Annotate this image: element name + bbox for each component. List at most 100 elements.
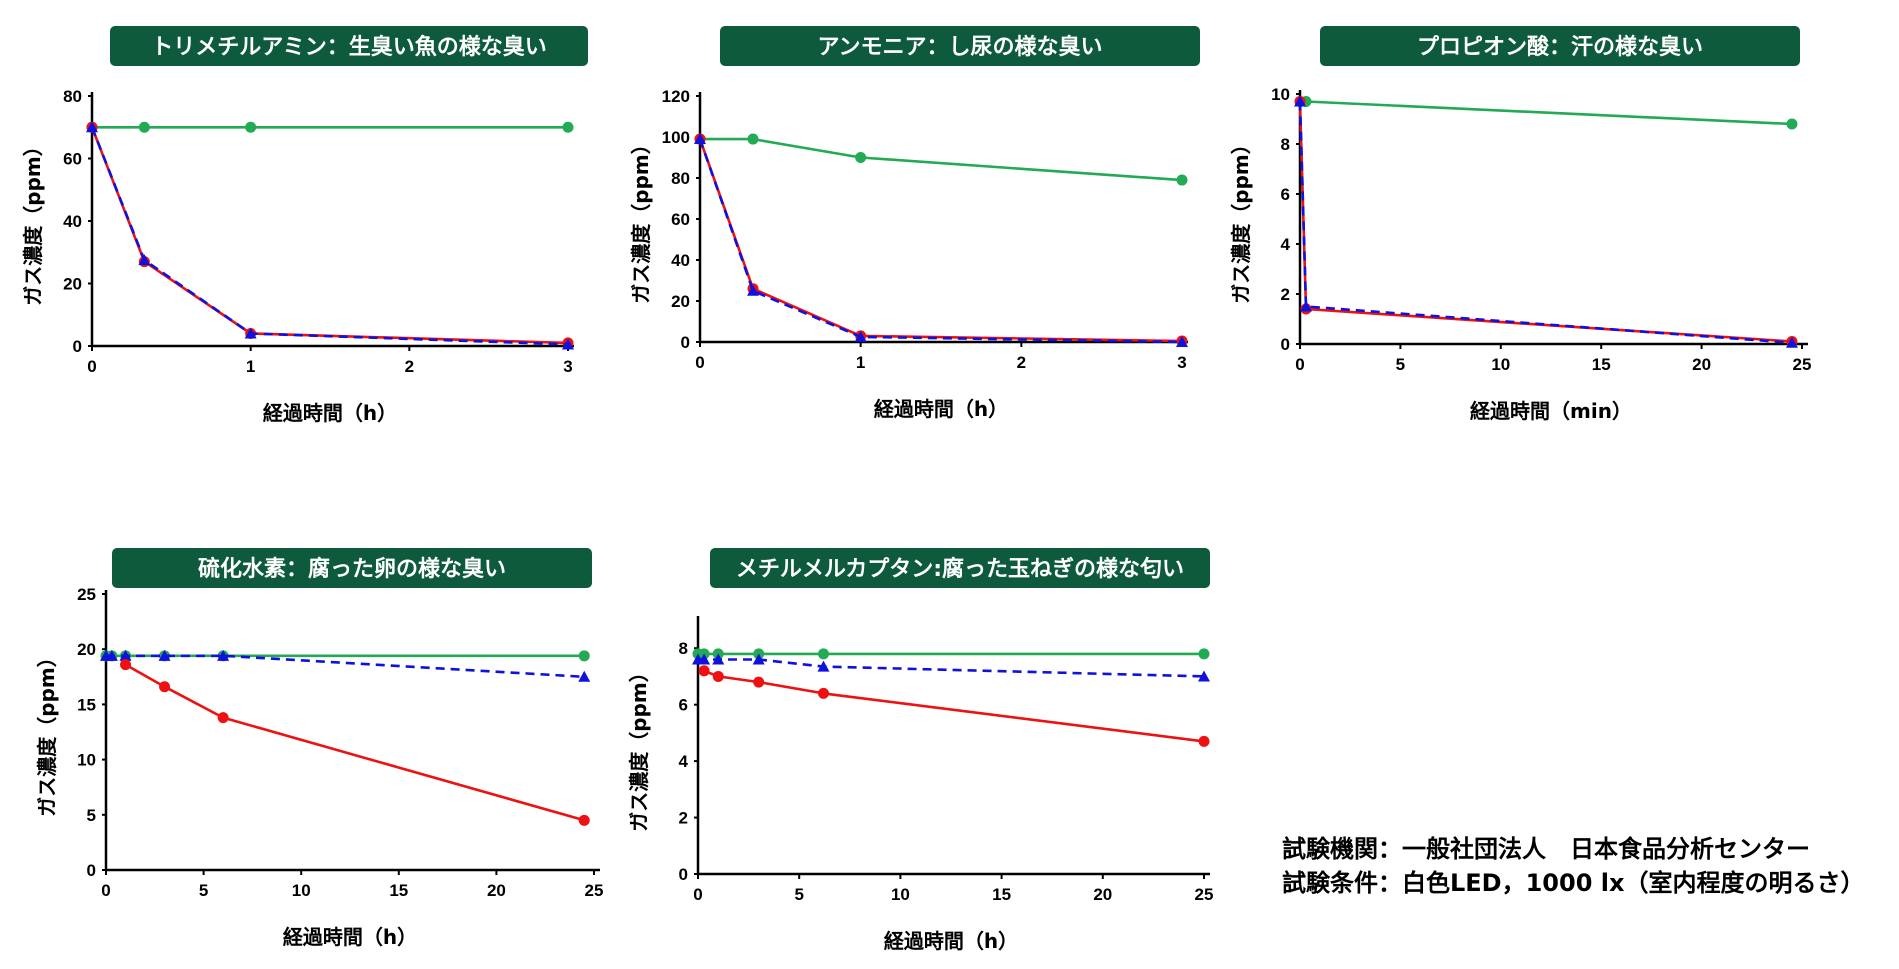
data-point <box>217 712 229 724</box>
chart-title-bar <box>110 26 588 66</box>
data-point <box>1198 735 1210 747</box>
series-line <box>1300 100 1793 126</box>
data-point <box>1176 174 1188 186</box>
y-tick-label: 4 <box>679 752 689 771</box>
y-tick-label: 10 <box>77 751 96 770</box>
data-point <box>747 133 759 145</box>
data-point <box>578 670 591 682</box>
y-tick-label: 0 <box>73 337 82 356</box>
x-tick-label: 20 <box>1093 885 1112 904</box>
x-tick-label: 15 <box>389 881 408 900</box>
y-tick-label: 60 <box>671 210 690 229</box>
x-tick-label: 5 <box>794 885 803 904</box>
x-tick-label: 15 <box>1592 355 1611 374</box>
series-green <box>86 121 574 133</box>
series-line <box>1298 101 1793 345</box>
series-red <box>120 659 590 826</box>
data-point <box>1785 336 1798 348</box>
data-point <box>753 676 765 688</box>
x-tick-label: 10 <box>292 881 311 900</box>
x-tick-label: 5 <box>199 881 208 900</box>
chart-panel-4: 硫化水素：腐った卵の様な臭い 0 5 10 15 20 25 0 5 10 15 20 25 経過時間（h… <box>20 540 620 960</box>
test-conditions-note: 試験条件：白色LED，1000 lx（室内程度の明るさ） <box>1282 869 1865 897</box>
chart-title-bar <box>112 548 592 588</box>
chart-svg: メチルメルカプタン:腐った玉ねぎの様な匂い 0 2 4 6 8 0 5 10 15 20 25 経過時間… <box>627 548 1214 953</box>
data-point <box>817 648 829 660</box>
chart-title: 硫化水素：腐った卵の様な臭い <box>198 556 506 582</box>
y-tick-label: 80 <box>671 169 690 188</box>
series-green <box>1294 96 1798 130</box>
chart-panel-5: メチルメルカプタン:腐った玉ねぎの様な匂い 0 2 4 6 8 0 5 10 15 20 25 経過時間… <box>620 540 1240 960</box>
data-point <box>138 121 150 133</box>
data-point <box>698 665 710 677</box>
x-axis-label: 経過時間（h） <box>874 397 1008 421</box>
data-point <box>105 649 118 661</box>
series-red <box>698 665 1210 747</box>
data-point <box>217 649 230 661</box>
data-point <box>698 653 711 665</box>
data-point <box>578 650 590 662</box>
y-tick-label: 25 <box>77 585 96 604</box>
data-point <box>245 121 257 133</box>
x-axis-label: 経過時間（h） <box>263 401 397 425</box>
chart-panel-1: トリメチルアミン：生臭い魚の様な臭い 0 20 40 60 80 0 1 2 3 経過時間（h） ガス… <box>20 18 610 438</box>
series-blue <box>100 649 591 682</box>
series-red <box>694 133 1188 347</box>
data-point <box>1786 118 1798 130</box>
x-tick-label: 1 <box>856 353 865 372</box>
y-tick-label: 6 <box>679 696 688 715</box>
series-line <box>698 658 1205 678</box>
series-green <box>692 648 1210 660</box>
data-point <box>562 338 574 350</box>
y-tick-label: 20 <box>77 640 96 659</box>
y-tick-label: 100 <box>662 128 690 147</box>
data-point <box>747 284 760 296</box>
y-axis-label: ガス濃度（ppm） <box>629 134 653 303</box>
series-line <box>698 138 1183 344</box>
y-tick-label: 40 <box>63 212 82 231</box>
data-point <box>752 653 765 665</box>
y-tick-label: 40 <box>671 251 690 270</box>
x-tick-label: 25 <box>1195 885 1214 904</box>
y-axis-label: ガス濃度（ppm） <box>627 662 651 831</box>
y-tick-label: 15 <box>77 695 96 714</box>
x-tick-label: 1 <box>246 357 255 376</box>
data-point <box>694 133 706 145</box>
series-line <box>90 126 569 345</box>
series-line <box>698 138 1183 343</box>
y-axis-label: ガス濃度（ppm） <box>1229 134 1253 303</box>
data-point <box>1198 670 1210 682</box>
x-tick-label: 15 <box>992 885 1011 904</box>
chart-svg: プロピオン酸：汗の様な臭い 0 2 4 6 8 10 0 5 10 15 20 25 経過時間（min） ガ… <box>1229 26 1811 423</box>
series-blue <box>86 121 574 350</box>
chart-panel-2: アンモニア：し尿の様な臭い 0 20 40 60 80 100 120 0 1 2 3 経過時間（h） ガ… <box>620 18 1220 438</box>
y-tick-label: 8 <box>1281 135 1290 154</box>
y-axis-label: ガス濃度（ppm） <box>21 136 45 305</box>
x-tick-label: 0 <box>101 881 110 900</box>
chart-svg: トリメチルアミン：生臭い魚の様な臭い 0 20 40 60 80 0 1 2 3 経過時間（h） ガス… <box>21 26 588 425</box>
x-tick-label: 3 <box>563 357 572 376</box>
series-line <box>90 126 569 346</box>
data-point <box>855 152 867 163</box>
chart-title-bar <box>1320 26 1800 66</box>
x-tick-label: 0 <box>1295 355 1304 374</box>
data-point <box>854 330 867 342</box>
test-institution-note: 試験機関：一般社団法人 日本食品分析センター <box>1282 835 1810 863</box>
chart-title: トリメチルアミン：生臭い魚の様な臭い <box>151 34 547 60</box>
series-red <box>86 121 574 349</box>
y-tick-label: 8 <box>679 639 688 658</box>
data-point <box>119 649 132 661</box>
y-tick-label: 4 <box>1281 235 1291 254</box>
data-point <box>1176 336 1188 347</box>
series-red <box>1294 96 1798 347</box>
chart-title-bar <box>710 548 1210 588</box>
series-line <box>703 669 1205 743</box>
x-axis-label: 経過時間（h） <box>884 929 1018 953</box>
y-tick-label: 0 <box>681 333 690 352</box>
data-point <box>712 653 725 665</box>
data-point <box>712 670 724 682</box>
y-axis-label: ガス濃度（ppm） <box>35 647 59 816</box>
x-tick-label: 25 <box>585 881 604 900</box>
data-point <box>244 327 257 339</box>
x-axis-label: 経過時間（min） <box>1470 399 1632 423</box>
